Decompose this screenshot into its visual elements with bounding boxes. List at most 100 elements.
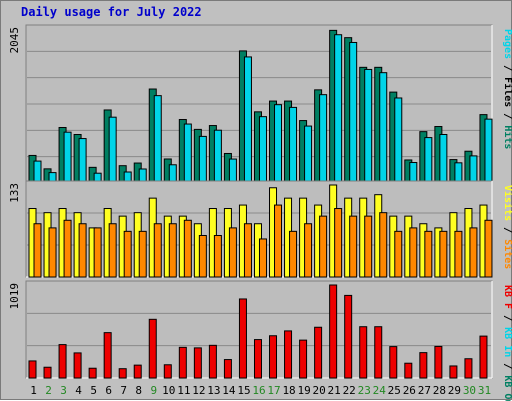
x-tick-label: 21	[328, 384, 341, 397]
bar-top-pages	[63, 131, 72, 184]
bar-top-pages	[304, 125, 313, 184]
bar-bottom-kb-f	[88, 367, 97, 379]
bar-bottom-kb-f	[449, 365, 458, 379]
bar-top-pages	[469, 155, 478, 184]
right-axis-label: Pages / Files / Hits	[502, 29, 512, 149]
bar-middle-sites	[424, 230, 433, 278]
bar-top-pages	[289, 106, 298, 184]
bar-bottom-kb-f	[359, 326, 368, 379]
bar-middle-sites	[304, 223, 313, 278]
x-tick-label: 27	[418, 384, 431, 397]
bar-bottom-kb-f	[163, 364, 172, 379]
x-tick-label: 24	[373, 384, 387, 397]
right-axis-label: KB F / KB In / KB Out	[502, 285, 512, 401]
bar-bottom-kb-f	[389, 346, 398, 379]
x-tick-label: 25	[388, 384, 401, 397]
bar-top-pages	[364, 68, 373, 184]
bar-bottom-kb-f	[299, 339, 308, 379]
bar-top-pages	[108, 116, 117, 184]
bar-bottom-kb-f	[253, 339, 262, 379]
bar-bottom-kb-f	[434, 345, 443, 379]
bar-top-pages	[168, 164, 177, 184]
x-tick-label: 3	[60, 384, 67, 397]
bar-bottom-kb-f	[103, 332, 112, 379]
bar-middle-sites	[274, 204, 283, 278]
x-tick-label: 16	[252, 384, 265, 397]
bar-middle-sites	[394, 230, 403, 278]
bar-middle-sites	[484, 219, 493, 278]
bar-middle-sites	[364, 215, 373, 278]
x-tick-label: 11	[177, 384, 190, 397]
x-tick-label: 2	[45, 384, 52, 397]
bar-top-pages	[78, 138, 87, 184]
x-tick-label: 8	[135, 384, 142, 397]
chart-title: Daily usage for July 2022	[21, 5, 202, 19]
x-tick-label: 26	[403, 384, 416, 397]
bar-bottom-kb-f	[133, 364, 142, 379]
bar-bottom-kb-f	[223, 359, 232, 379]
x-tick-label: 23	[358, 384, 371, 397]
x-tick-label: 15	[237, 384, 250, 397]
bar-top-pages	[394, 97, 403, 184]
bar-bottom-kb-f	[193, 347, 202, 379]
bar-top-pages	[228, 158, 237, 184]
bar-middle-sites	[334, 208, 343, 278]
bar-top-pages	[33, 160, 42, 184]
bar-middle-sites	[213, 234, 222, 278]
right-axis-label-part: Visits	[502, 185, 512, 221]
bar-middle-sites	[439, 230, 448, 278]
bar-middle-sites	[258, 238, 267, 278]
right-axis-label-part: Pages	[502, 29, 512, 59]
x-tick-label: 18	[282, 384, 295, 397]
right-axis-label-part: KB F	[502, 285, 512, 309]
bar-middle-sites	[48, 227, 57, 278]
bar-bottom-kb-f	[73, 352, 82, 379]
x-tick-label: 30	[463, 384, 476, 397]
bar-top-pages	[439, 134, 448, 184]
bar-top-pages	[349, 41, 358, 184]
bar-top-pages	[183, 123, 192, 184]
bar-top-pages	[409, 162, 418, 184]
y-max-label: 1019	[8, 283, 21, 310]
x-tick-label: 28	[433, 384, 446, 397]
bar-middle-sites	[469, 227, 478, 278]
bar-bottom-kb-f	[419, 352, 428, 379]
bar-middle-sites	[123, 230, 132, 278]
x-tick-label: 22	[343, 384, 356, 397]
x-tick-label: 31	[478, 384, 491, 397]
bar-bottom-kb-f	[269, 335, 278, 379]
x-tick-label: 14	[222, 384, 236, 397]
x-tick-label: 5	[90, 384, 97, 397]
bar-bottom-kb-f	[284, 330, 293, 379]
bar-middle-sites	[379, 212, 388, 278]
bar-top-pages	[153, 95, 162, 184]
bar-top-pages	[258, 116, 267, 184]
bar-top-pages	[424, 137, 433, 184]
bar-bottom-kb-f	[404, 362, 413, 379]
bar-top-pages	[198, 135, 207, 184]
bar-top-pages	[319, 94, 328, 184]
bar-middle-sites	[153, 223, 162, 278]
x-tick-label: 17	[267, 384, 280, 397]
bar-top-pages	[213, 129, 222, 184]
bar-middle-sites	[349, 215, 358, 278]
bar-middle-sites	[198, 234, 207, 278]
right-axis-label-part: Files	[502, 77, 512, 107]
bar-bottom-kb-f	[118, 368, 127, 379]
bar-bottom-kb-f	[43, 366, 52, 379]
bar-middle-sites	[409, 227, 418, 278]
bar-middle-sites	[78, 223, 87, 278]
y-max-label: 133	[8, 183, 21, 203]
y-max-label: 2045	[8, 27, 21, 54]
bar-bottom-kb-f	[148, 318, 157, 379]
right-axis-label: Visits / Sites	[502, 185, 512, 269]
right-axis-label-part: /	[502, 221, 512, 239]
bar-middle-sites	[319, 215, 328, 278]
x-tick-label: 20	[313, 384, 326, 397]
x-tick-label: 19	[297, 384, 310, 397]
bar-middle-sites	[108, 223, 117, 278]
x-tick-label: 12	[192, 384, 205, 397]
bar-bottom-kb-f	[208, 344, 217, 379]
